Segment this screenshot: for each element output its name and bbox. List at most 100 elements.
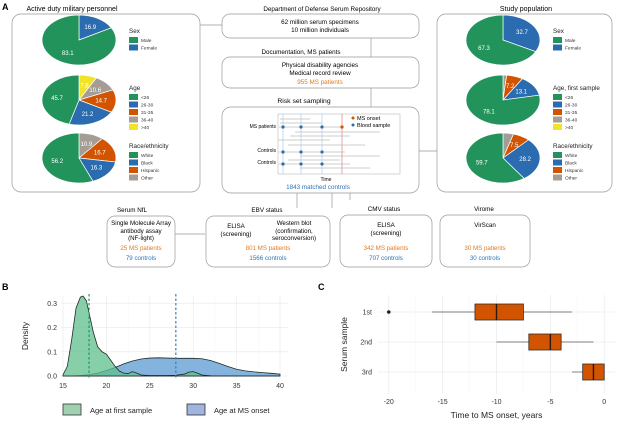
box-1st: [474, 303, 524, 321]
legend-swatch: [186, 403, 206, 416]
legend-swatch: [553, 174, 562, 181]
x-tick-label: 25: [146, 383, 154, 390]
legend-label: 31-35: [565, 110, 578, 116]
density-area-first-sample: [62, 295, 280, 377]
documentation-box: [221, 56, 420, 89]
row-label-ms-patients: MS patients: [250, 124, 277, 130]
legend-swatch: [129, 94, 138, 100]
legend-title: Race/ethnicity: [553, 143, 593, 150]
legend-label: Black: [141, 161, 153, 167]
pie-value-label: 14.7: [95, 99, 107, 105]
pie-slice: [465, 132, 525, 184]
legend-swatch: [553, 94, 562, 100]
legend-label: <26: [141, 95, 149, 101]
documentation-line1: Physical disability agencies: [282, 62, 358, 69]
legend-sample-dot: [351, 123, 355, 127]
legend-swatch: [129, 167, 138, 173]
assay-cmv-patients: 342 MS patients: [364, 245, 409, 252]
x-tick-label: 0: [602, 399, 606, 406]
pie-value-label: 32.7: [516, 30, 528, 36]
pie-slice: [502, 14, 541, 53]
pie-value-label: 13.1: [515, 89, 527, 95]
pie-value-label: 56.2: [51, 159, 63, 165]
assay-title-nfl: Serum NfL: [117, 207, 148, 214]
legend-swatch: [129, 124, 138, 130]
legend-label: White: [141, 153, 154, 159]
legend-swatch: [129, 37, 138, 43]
pie-slice: [41, 14, 117, 66]
documentation-line2: Medical record review: [289, 70, 351, 77]
legend-label: 36-40: [141, 118, 154, 124]
left-title: Active duty military personnel: [26, 6, 117, 13]
legend-title: Sex: [553, 28, 565, 35]
pie-value-label: 83.1: [62, 51, 74, 57]
y-tick-label: 2nd: [360, 340, 372, 347]
right-frame: [436, 13, 613, 193]
legend-title: Sex: [129, 28, 141, 35]
x-tick-label: -15: [438, 399, 448, 406]
x-tick-label: 40: [276, 383, 284, 390]
assay-ebv-col2-line2: (confirmation,: [275, 228, 313, 235]
assay-cmv-controls: 707 controls: [369, 255, 403, 262]
pie-slice: [502, 139, 541, 179]
y-tick-label: 0.2: [47, 325, 57, 332]
legend-swatch: [553, 44, 562, 51]
legend-label: 31-35: [141, 110, 154, 116]
pie-value-label: 45.7: [51, 96, 63, 102]
legend-label: <26: [565, 95, 573, 101]
legend-swatch: [129, 159, 138, 166]
row-label-controls-1: Controls: [257, 148, 276, 154]
risk-set-title: Risk set sampling: [277, 98, 330, 105]
box-2nd: [528, 333, 562, 351]
assay-box-virome: [439, 214, 531, 268]
legend-swatch: [553, 37, 562, 43]
blood-sample-dot: [320, 125, 324, 129]
legend-swatch: [553, 159, 562, 166]
risk-set-box: [221, 106, 420, 194]
x-tick-label: 35: [233, 383, 241, 390]
pie-charts: 16.983.1SexMaleFemale7.810.614.721.245.7…: [41, 14, 600, 184]
repository-line2: 10 million individuals: [291, 27, 349, 34]
pie-value-label: 10.9: [81, 142, 93, 148]
assay-nfl-controls: 79 controls: [126, 255, 156, 262]
pie-value-label: 16.7: [94, 151, 106, 157]
assay-title-virome: Virome: [474, 206, 494, 213]
x-tick-label: 15: [59, 383, 67, 390]
legend-swatch: [553, 109, 562, 115]
legend-label: >40: [565, 125, 573, 131]
assay-ebv-col2-line1: Western blot: [277, 220, 312, 227]
pie-slice: [465, 14, 537, 66]
assay-ebv-controls: 1566 controls: [249, 255, 286, 262]
legend-title: Age, first sample: [553, 85, 600, 92]
assay-box-cmv: [339, 214, 433, 268]
assay-nfl-line1: Single Molecule Array: [111, 220, 172, 227]
legend-label: 26-30: [141, 103, 154, 109]
x-tick-label: -20: [384, 399, 394, 406]
legend-label: Hispanic: [565, 168, 584, 174]
pie-value-label: 7.2: [506, 84, 515, 90]
blood-sample-dot: [320, 150, 324, 154]
assay-title-ebv: EBV status: [251, 207, 282, 214]
legend-onset-label: MS onset: [357, 116, 381, 122]
panel-a-label: A: [2, 2, 9, 12]
y-tick-label: 0.3: [47, 301, 57, 308]
assay-nfl-line3: (NF-light): [128, 235, 154, 242]
y-tick-label: 3rd: [362, 370, 372, 377]
legend-label: White: [565, 153, 578, 159]
y-tick-label: 0.0: [47, 374, 57, 381]
outlier-point: [386, 310, 391, 314]
x-tick-label: 20: [103, 383, 111, 390]
legend-swatch: [129, 116, 138, 123]
assay-ebv-patients: 801 MS patients: [246, 245, 291, 252]
y-tick-label: 1st: [363, 310, 372, 317]
assay-virome-controls: 30 controls: [470, 255, 500, 262]
legend-label: Other: [141, 176, 153, 182]
assay-nfl-patients: 25 MS patients: [120, 245, 161, 252]
x-tick-label: -10: [491, 399, 501, 406]
documentation-patients: 955 MS patients: [297, 79, 343, 86]
blood-sample-dot: [320, 162, 324, 166]
pie-value-label: 16.9: [84, 25, 96, 31]
repository-title: Department of Defense Serum Repository: [263, 6, 381, 13]
documentation-title: Documentation, MS patients: [261, 49, 340, 56]
pie-value-label: 28.2: [519, 157, 531, 163]
